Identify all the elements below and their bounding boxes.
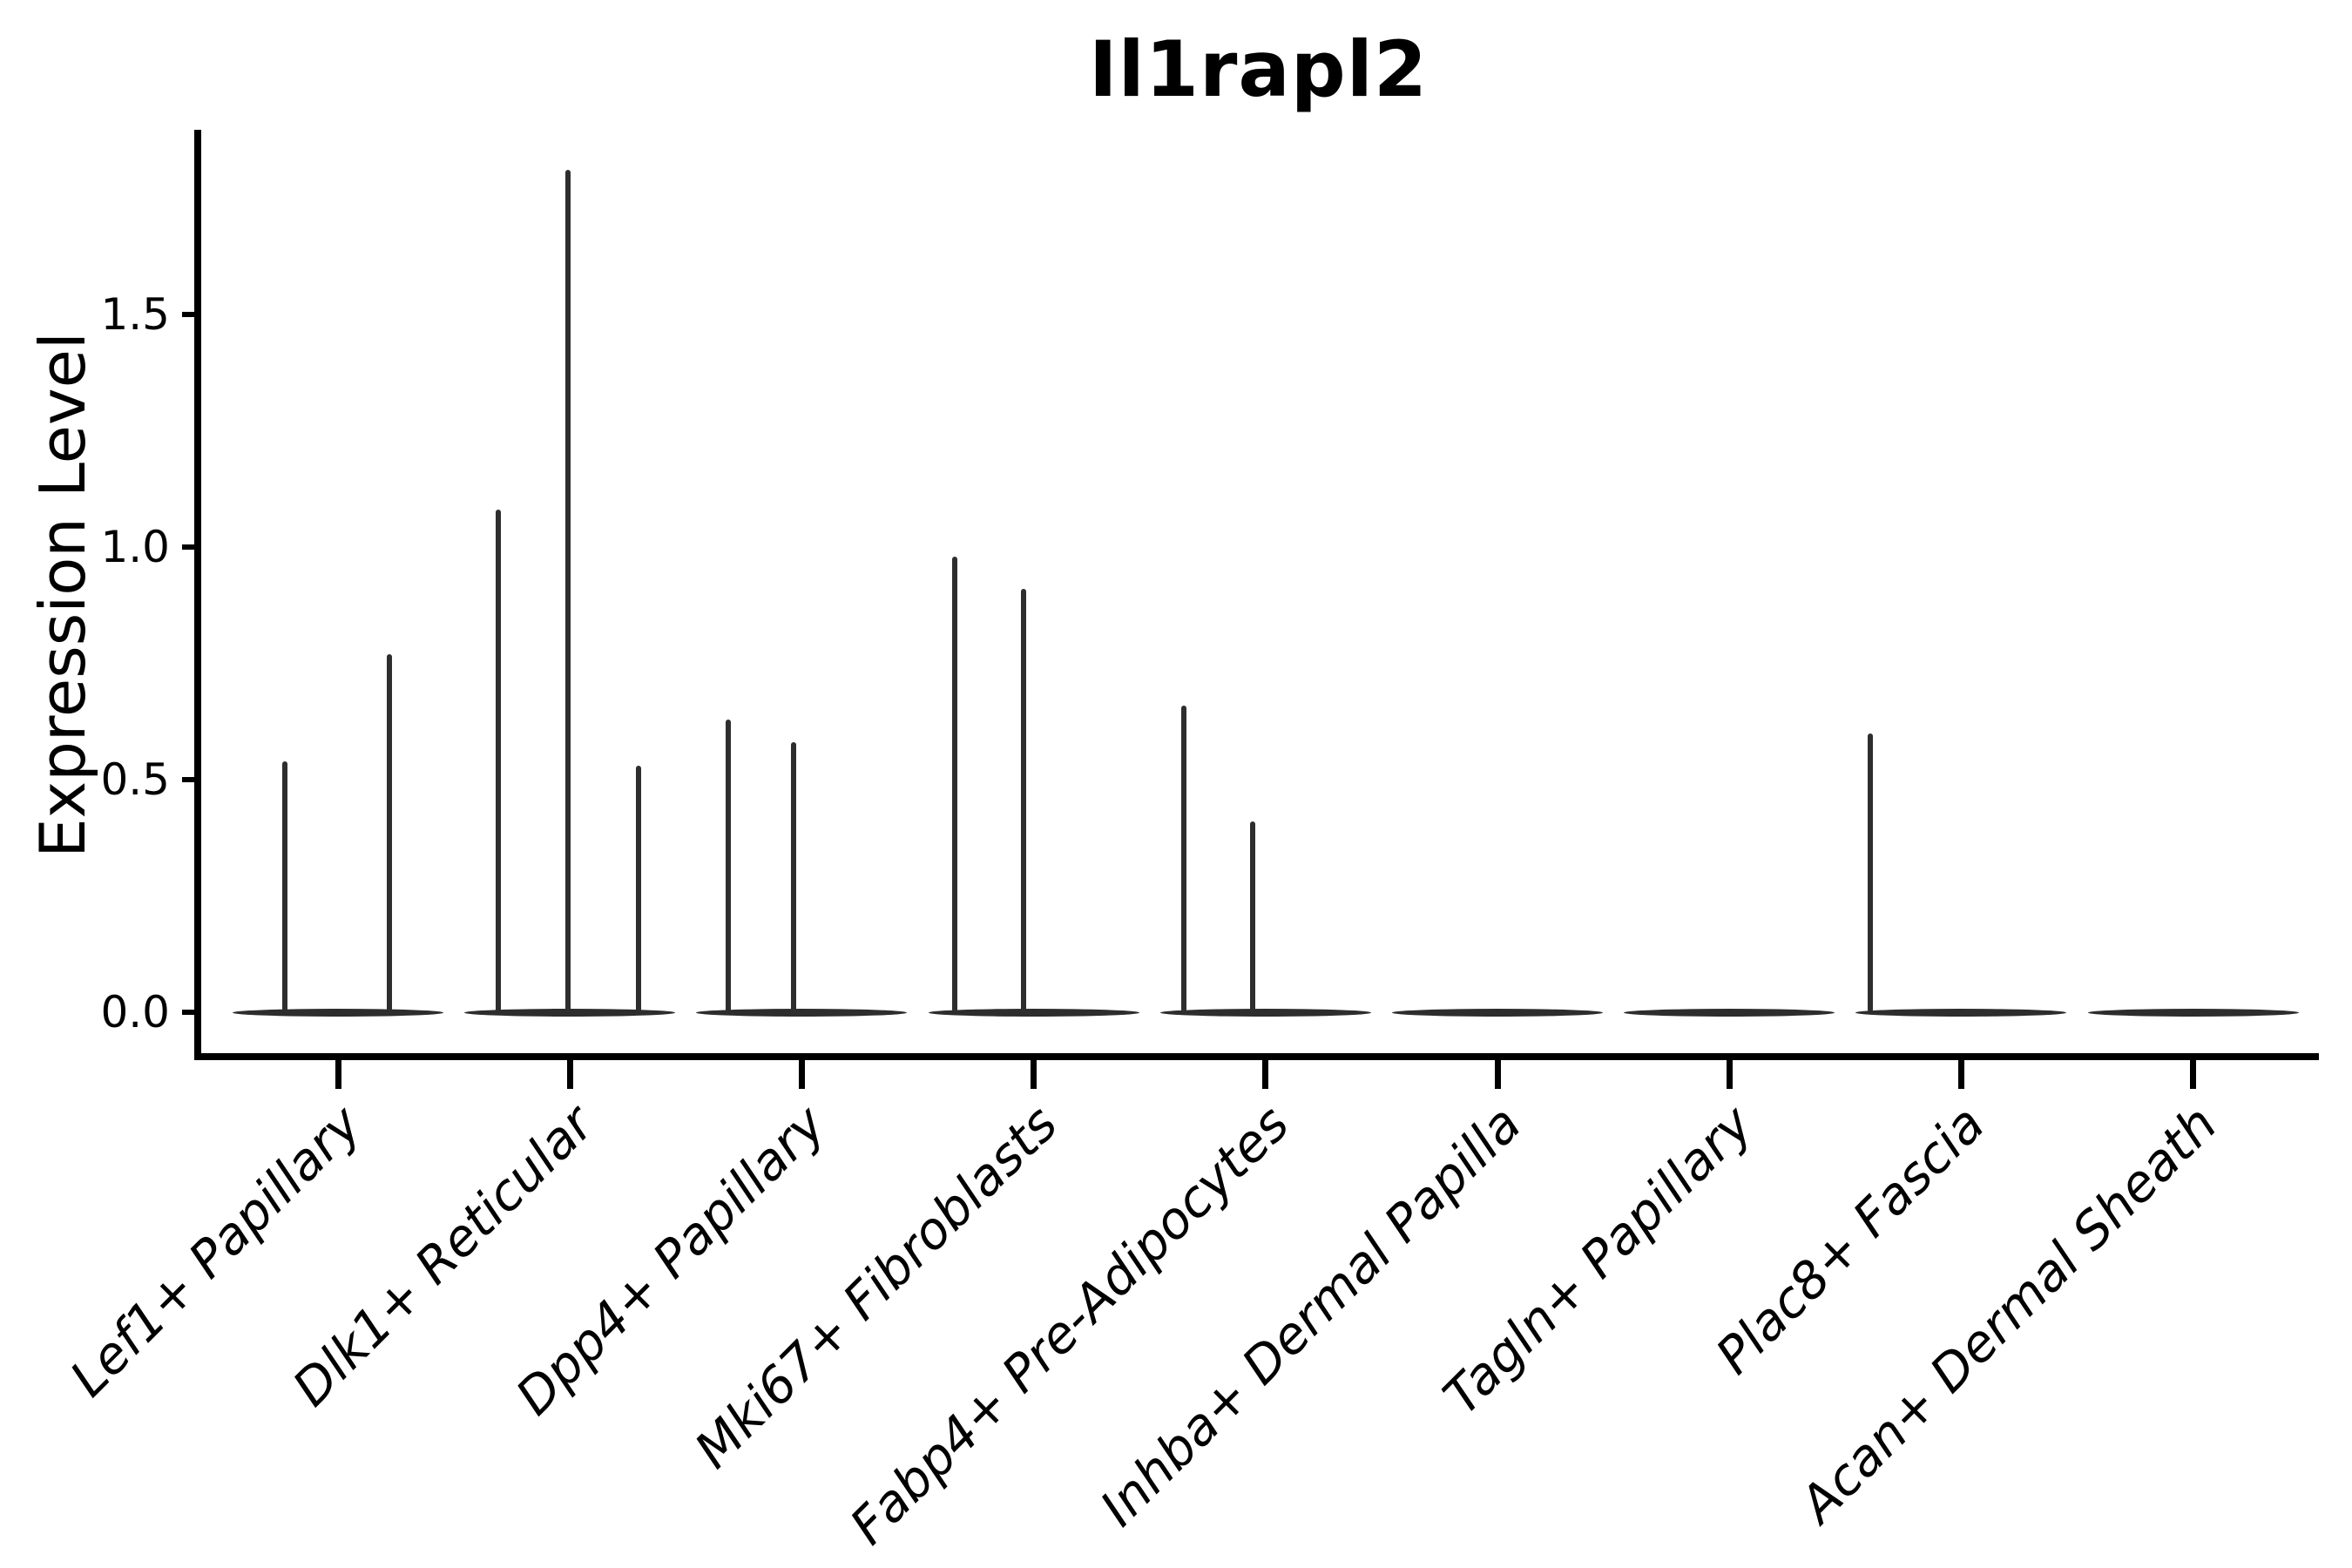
violin-spike [951,556,957,1012]
violin-spike [726,719,732,1012]
y-tick-mark [182,544,198,550]
x-axis-spine [194,1053,2319,1060]
x-tick-label: Fabp4+ Pre-Adipocytes [838,1093,1301,1556]
violin-baseline [1159,1008,1371,1017]
violin-spike [282,760,287,1012]
violin-baseline [1855,1008,2067,1017]
violin-spike [791,742,797,1012]
x-tick-mark [1957,1059,1964,1089]
violin-baseline [696,1008,908,1017]
y-tick-mark [182,312,198,317]
y-tick-label: 1.5 [100,289,170,340]
violin-baseline [928,1008,1139,1017]
violin-spike [565,170,571,1012]
violin-baseline [233,1008,443,1017]
chart-title: Il1rapl2 [1088,24,1429,114]
violin-spike [636,765,642,1012]
y-tick-label: 0.0 [100,987,170,1037]
y-tick-label: 0.5 [100,754,170,805]
x-tick-mark [2190,1059,2197,1089]
y-axis-spine [194,130,201,1059]
violin-spike [496,510,502,1012]
violin-spike [1249,821,1255,1012]
violin-baseline [464,1008,676,1017]
violin-spike [1180,705,1186,1012]
violin-spike [1020,589,1026,1012]
violin-baseline [2087,1008,2299,1017]
x-tick-mark [1031,1059,1037,1089]
y-tick-mark [182,1010,198,1015]
violin-spike [1868,733,1874,1012]
y-tick-label: 1.0 [100,522,170,572]
y-tick-mark [182,777,198,782]
violin-spike [387,653,392,1012]
violin-baseline [1624,1008,1835,1017]
x-tick-mark [1262,1059,1269,1089]
x-tick-label: Inhba+ Dermal Papilla [1088,1093,1532,1538]
x-tick-mark [335,1059,341,1089]
x-tick-mark [1494,1059,1501,1089]
violin-baseline [1392,1008,1603,1017]
x-tick-mark [798,1059,805,1089]
x-tick-mark [1726,1059,1733,1089]
x-tick-label: Acan+ Dermal Sheath [1788,1093,2228,1534]
x-tick-mark [566,1059,573,1089]
